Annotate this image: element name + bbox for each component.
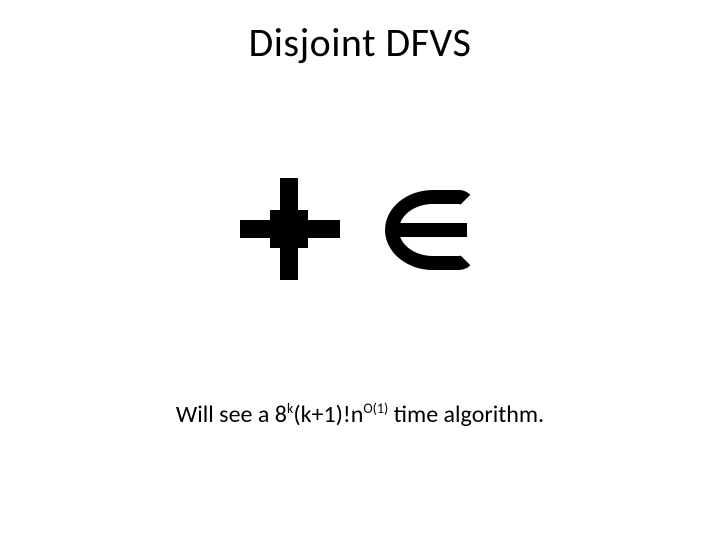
caption-mid1: (k+1)!n	[293, 400, 363, 429]
caption-exp2: O(1)	[363, 400, 388, 417]
caption-prefix: Will see a	[176, 400, 275, 429]
math-figure	[240, 170, 490, 290]
slide: Disjoint DFVS Will see a 8k(k+1)!nO(1) t…	[0, 0, 720, 540]
element-of-icon	[385, 190, 480, 270]
caption-text: Will see a 8k(k+1)!nO(1) time algorithm.	[0, 400, 720, 429]
caption-suffix: time algorithm.	[388, 400, 544, 429]
slide-title: Disjoint DFVS	[0, 18, 720, 67]
caption-base: 8	[275, 400, 287, 429]
